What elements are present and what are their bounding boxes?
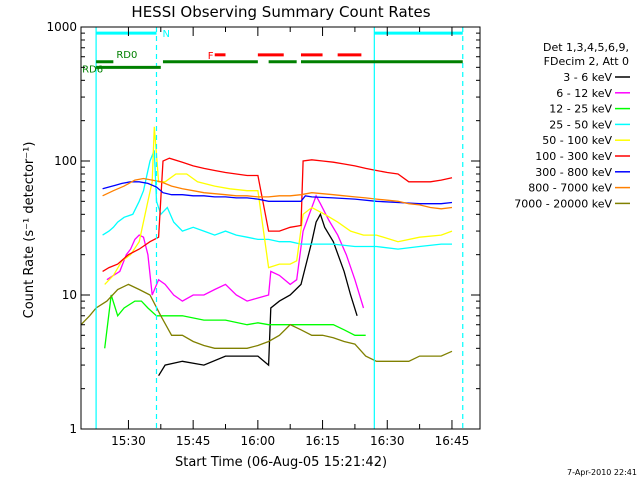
x-tick-label: 15:30: [111, 434, 146, 448]
x-tick-label: 16:15: [305, 434, 340, 448]
legend-label-100-300-kev: 100 - 300 keV: [535, 150, 612, 163]
x-tick-label: 16:30: [370, 434, 405, 448]
plot-area: N F RD0 RD6: [81, 27, 464, 429]
footer-date: 7-Apr-2010 22:41: [567, 468, 637, 477]
series-line-100-300-kev: [102, 157, 453, 272]
y-tick-label: 1000: [46, 20, 77, 34]
annotation-label-f: F: [208, 51, 214, 62]
x-tick-label: 16:00: [241, 434, 276, 448]
y-axis-label: Count Rate (s⁻¹ detector⁻¹): [22, 142, 37, 319]
series-group: [81, 126, 453, 377]
y-tick-label: 10: [62, 288, 77, 302]
series-line-6-12-kev: [106, 194, 365, 309]
x-tick-label: 16:45: [435, 434, 470, 448]
series-line-3-6-kev: [158, 212, 358, 377]
legend-label-6-12-kev: 6 - 12 keV: [556, 87, 612, 100]
legend: Det 1,3,4,5,6,9, FDecim 2, Att 0 3 - 6 k…: [514, 41, 630, 210]
legend-label-25-50-kev: 25 - 50 keV: [549, 118, 612, 131]
x-axis-label: Start Time (06-Aug-05 15:21:42): [175, 455, 387, 470]
series-line-50-100-kev: [104, 126, 453, 285]
series-line-12-25-kev: [104, 294, 366, 349]
series-line-25-50-kev: [102, 150, 452, 250]
legend-header-line-2: FDecim 2, Att 0: [544, 55, 629, 68]
axes: 1 10 100 1000 15:30 15:45 16:00 16:15 16:30 16:45: [46, 20, 481, 448]
plot-frame: [80, 26, 481, 430]
legend-label-3-6-kev: 3 - 6 keV: [563, 71, 612, 84]
x-tick-label: 15:45: [176, 434, 211, 448]
annotation-label-rd0: RD0: [116, 50, 137, 61]
legend-label-12-25-kev: 12 - 25 keV: [549, 103, 612, 116]
legend-label-50-100-kev: 50 - 100 keV: [542, 134, 612, 147]
annotation-label-rd6: RD6: [82, 64, 103, 75]
legend-label-7000-20000-kev: 7000 - 20000 keV: [514, 197, 612, 210]
legend-label-300-800-kev: 300 - 800 keV: [535, 166, 612, 179]
y-tick-label: 1: [69, 422, 77, 436]
legend-label-800-7000-kev: 800 - 7000 keV: [528, 182, 612, 195]
chart-title: HESSI Observing Summary Count Rates: [131, 3, 430, 21]
series-line-7000-20000-kev: [81, 283, 453, 362]
annotation-label-n: N: [162, 29, 169, 40]
legend-header-line-1: Det 1,3,4,5,6,9,: [543, 41, 629, 54]
series-line-800-7000-kev: [102, 177, 453, 210]
y-tick-label: 100: [54, 154, 77, 168]
series-line-300-800-kev: [102, 181, 453, 205]
